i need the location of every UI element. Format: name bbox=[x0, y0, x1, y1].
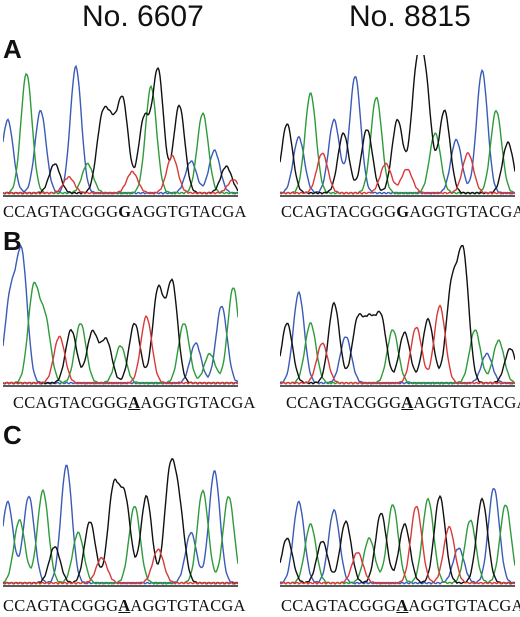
chromatogram-c-6607 bbox=[3, 457, 238, 587]
chromatogram-a-8815 bbox=[280, 55, 515, 197]
chromatogram-c-8815 bbox=[280, 488, 515, 587]
trace-t bbox=[3, 548, 238, 585]
column-title-8815: No. 8815 bbox=[349, 0, 471, 33]
trace-a bbox=[3, 72, 238, 195]
row-label-a: A bbox=[3, 34, 22, 64]
sequence-b-8815: CCAGTACGGGAAGGTGTACGA bbox=[286, 393, 520, 413]
sequence-prefix: CCAGTACGGG bbox=[281, 202, 397, 221]
trace-g bbox=[280, 55, 515, 195]
mutation-base: A bbox=[401, 393, 414, 412]
sequence-b-6607: CCAGTACGGGAAGGTGTACGA bbox=[13, 393, 256, 413]
trace-g bbox=[280, 245, 515, 385]
sequence-prefix: CCAGTACGGG bbox=[13, 393, 129, 412]
mutation-base: A bbox=[118, 596, 131, 615]
trace-t bbox=[280, 151, 515, 195]
trace-c bbox=[3, 64, 238, 195]
sequence-prefix: CCAGTACGGG bbox=[3, 596, 119, 615]
sequence-prefix: CCAGTACGGG bbox=[286, 393, 402, 412]
sequence-prefix: CCAGTACGGG bbox=[3, 202, 119, 221]
sequence-suffix: AGGTGTACGA bbox=[408, 596, 520, 615]
sequence-prefix: CCAGTACGGG bbox=[281, 596, 397, 615]
trace-t bbox=[3, 154, 238, 195]
mutation-base: A bbox=[396, 596, 409, 615]
sequence-a-6607: CCAGTACGGGGAGGTGTACGA bbox=[3, 202, 247, 222]
chromatogram-b-6607 bbox=[3, 245, 238, 387]
row-label-c: C bbox=[3, 420, 22, 450]
sequence-c-8815: CCAGTACGGGAAGGTGTACGA bbox=[281, 596, 520, 616]
sequence-suffix: AGGTGTACGA bbox=[413, 393, 520, 412]
trace-a bbox=[3, 281, 238, 385]
trace-c bbox=[3, 245, 238, 385]
trace-t bbox=[280, 304, 515, 385]
column-title-6607: No. 6607 bbox=[82, 0, 204, 33]
mutation-base: G bbox=[118, 202, 132, 221]
trace-a bbox=[280, 92, 515, 195]
chromatogram-a-6607 bbox=[3, 64, 238, 197]
sequence-suffix: AGGTGTACGA bbox=[140, 393, 256, 412]
sequence-suffix: AGGTGTACGA bbox=[409, 202, 520, 221]
sequence-suffix: AGGTGTACGA bbox=[130, 596, 246, 615]
sequence-suffix: AGGTGTACGA bbox=[131, 202, 247, 221]
trace-a bbox=[280, 322, 515, 385]
chromatogram-b-8815 bbox=[280, 245, 515, 387]
trace-t bbox=[280, 505, 515, 585]
trace-g bbox=[3, 66, 238, 195]
trace-t bbox=[3, 315, 238, 385]
trace-g bbox=[280, 494, 515, 585]
mutation-base: G bbox=[396, 202, 410, 221]
sequence-c-6607: CCAGTACGGGAAGGTGTACGA bbox=[3, 596, 246, 616]
mutation-base: A bbox=[128, 393, 141, 412]
trace-a bbox=[3, 488, 238, 585]
row-label-b: B bbox=[3, 226, 22, 256]
sequence-a-8815: CCAGTACGGGGAGGTGTACGA bbox=[281, 202, 520, 222]
